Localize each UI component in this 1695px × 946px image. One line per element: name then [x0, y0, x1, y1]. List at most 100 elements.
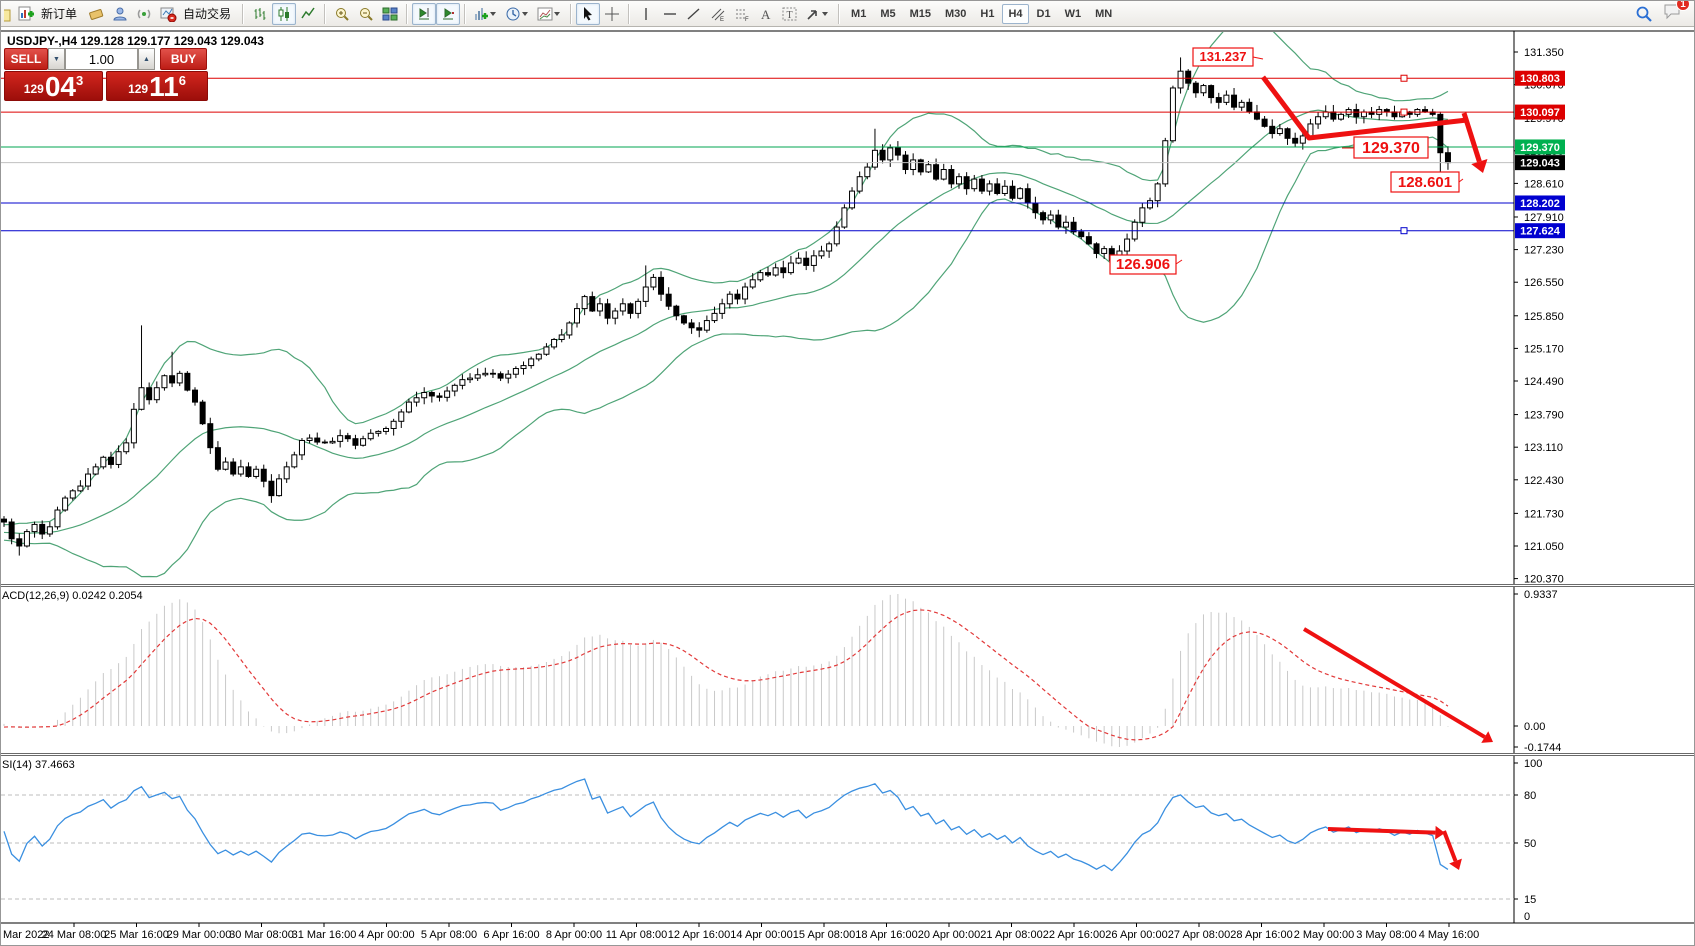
tab-timeframe-H4[interactable]: H4: [1002, 3, 1029, 24]
svg-text:E: E: [720, 17, 724, 22]
new-order-icon: [18, 6, 34, 20]
main-toolbar: 新订单 自动交易 E F A T M1 M5 M15 M30 H1 H4 D1 W1 M: [1, 1, 1694, 27]
autotrade-label[interactable]: 自动交易: [183, 7, 232, 21]
rsi-indicator-label: SI(14) 37.4663: [2, 759, 75, 771]
templates-button[interactable]: [534, 3, 566, 25]
svg-text:6 Apr 16:00: 6 Apr 16:00: [483, 929, 539, 941]
tile-windows-icon[interactable]: [378, 3, 402, 25]
svg-text:14 Apr 00:00: 14 Apr 00:00: [730, 929, 792, 941]
separator: [406, 3, 409, 24]
chevron-down-icon: [490, 11, 497, 16]
svg-text:2 May 00:00: 2 May 00:00: [1294, 929, 1355, 941]
svg-text:100: 100: [1524, 758, 1542, 770]
chat-button[interactable]: 1: [1663, 1, 1690, 25]
volume-increase-button[interactable]: ▲: [138, 48, 155, 70]
auto-scroll-icon[interactable]: [436, 2, 461, 25]
periods-button[interactable]: [502, 3, 534, 25]
sell-price-tile[interactable]: 129 04 3: [4, 71, 103, 101]
tab-timeframe-M1[interactable]: M1: [851, 7, 867, 20]
cursor-tool[interactable]: [576, 2, 601, 25]
svg-text:0.9337: 0.9337: [1524, 589, 1558, 601]
tab-timeframe-W1[interactable]: W1: [1064, 7, 1082, 20]
crosshair-tool[interactable]: [600, 3, 624, 25]
fibonacci-tool[interactable]: F: [730, 3, 754, 25]
candlestick-chart-icon[interactable]: [272, 2, 297, 25]
autotrade-button[interactable]: [156, 3, 180, 25]
tab-timeframe-H1[interactable]: H1: [980, 7, 995, 20]
svg-text:18 Apr 16:00: 18 Apr 16:00: [855, 929, 917, 941]
price-badge: [1515, 104, 1565, 120]
level-lines-layer[interactable]: [1, 74, 1514, 235]
horizontal-line-tool[interactable]: [658, 3, 682, 25]
volume-input[interactable]: [65, 48, 138, 70]
buy-price-tile[interactable]: 129 11 6: [106, 71, 208, 101]
pane-divider[interactable]: [1, 753, 1695, 756]
svg-text:20 Apr 00:00: 20 Apr 00:00: [918, 929, 980, 941]
new-order-button[interactable]: [14, 3, 38, 25]
tab-timeframe-M30[interactable]: M30: [945, 7, 967, 20]
svg-text:0: 0: [1524, 911, 1530, 923]
svg-text:3 May 08:00: 3 May 08:00: [1356, 929, 1417, 941]
price-badge: [1515, 223, 1565, 239]
vertical-line-tool[interactable]: [634, 3, 658, 25]
line-chart-icon[interactable]: [296, 3, 320, 25]
svg-text:26 Apr 00:00: 26 Apr 00:00: [1105, 929, 1167, 941]
sell-button[interactable]: SELL: [4, 48, 48, 70]
price-annotation-text: 131.237: [1200, 49, 1247, 64]
search-icon[interactable]: [1635, 5, 1653, 23]
separator: [464, 3, 467, 24]
price-annotation-box: [1390, 171, 1460, 193]
svg-text:29 Mar 00:00: 29 Mar 00:00: [167, 929, 232, 941]
volume-decrease-button[interactable]: ▼: [48, 48, 65, 70]
svg-text:15 Apr 08:00: 15 Apr 08:00: [793, 929, 855, 941]
svg-text:126.550: 126.550: [1524, 277, 1564, 289]
svg-text:21 Apr 08:00: 21 Apr 08:00: [980, 929, 1042, 941]
tab-timeframe-MN[interactable]: MN: [1095, 7, 1113, 20]
eraser-icon[interactable]: [84, 3, 108, 25]
price-annotation-text: 129.370: [1362, 140, 1420, 157]
price-annotation-box: [1192, 47, 1254, 67]
candles-layer: [1, 57, 1451, 556]
macd-indicator-label: ACD(12,26,9) 0.0242 0.2054: [2, 590, 143, 602]
tab-timeframe-M5[interactable]: M5: [880, 7, 896, 20]
svg-text:22 Apr 16:00: 22 Apr 16:00: [1043, 929, 1105, 941]
svg-text:130.097: 130.097: [1520, 107, 1560, 119]
price-annotation-box: [1353, 136, 1429, 159]
tab-timeframe-M15[interactable]: M15: [909, 7, 931, 20]
shift-end-icon[interactable]: [412, 2, 437, 25]
notification-badge[interactable]: 1: [1676, 1, 1690, 11]
tab-timeframe-D1[interactable]: D1: [1036, 7, 1051, 20]
text-label-tool[interactable]: T: [778, 3, 802, 25]
toolbar-right-group: 1: [1635, 1, 1691, 25]
annotations-layer[interactable]: 131.237 129.370 128.601 126.906: [1109, 47, 1493, 870]
equidistant-channel-tool[interactable]: E: [706, 3, 730, 25]
new-order-label[interactable]: 新订单: [41, 7, 78, 21]
profile-icon[interactable]: [108, 3, 132, 25]
svg-text:11 Apr 08:00: 11 Apr 08:00: [606, 929, 668, 941]
indicators-button[interactable]: [470, 3, 502, 25]
svg-text:0.00: 0.00: [1524, 721, 1545, 733]
svg-text:A: A: [761, 7, 771, 22]
buy-price-sup: 6: [178, 73, 186, 88]
broadcast-icon[interactable]: [132, 3, 156, 25]
svg-text:127.230: 127.230: [1524, 245, 1564, 257]
trendline-tool[interactable]: [682, 3, 706, 25]
price-axis[interactable]: 131.350130.670129.970129.290128.610127.9…: [1514, 47, 1565, 924]
bar-chart-icon[interactable]: [248, 3, 272, 25]
zoom-out-icon[interactable]: [354, 3, 378, 25]
trend-arrow: [1442, 830, 1458, 862]
chart-title: USDJPY-,H4 129.128 129.177 129.043 129.0…: [7, 34, 264, 48]
arrows-tool[interactable]: [802, 3, 834, 25]
pane-divider[interactable]: [1, 584, 1695, 587]
buy-button[interactable]: BUY: [160, 48, 207, 70]
svg-text:122.430: 122.430: [1524, 475, 1564, 487]
svg-text:124.490: 124.490: [1524, 376, 1564, 388]
text-tool[interactable]: A: [754, 3, 778, 25]
zoom-in-icon[interactable]: [330, 3, 354, 25]
template-icon: [537, 7, 553, 20]
pane-borders: [1, 30, 1695, 924]
